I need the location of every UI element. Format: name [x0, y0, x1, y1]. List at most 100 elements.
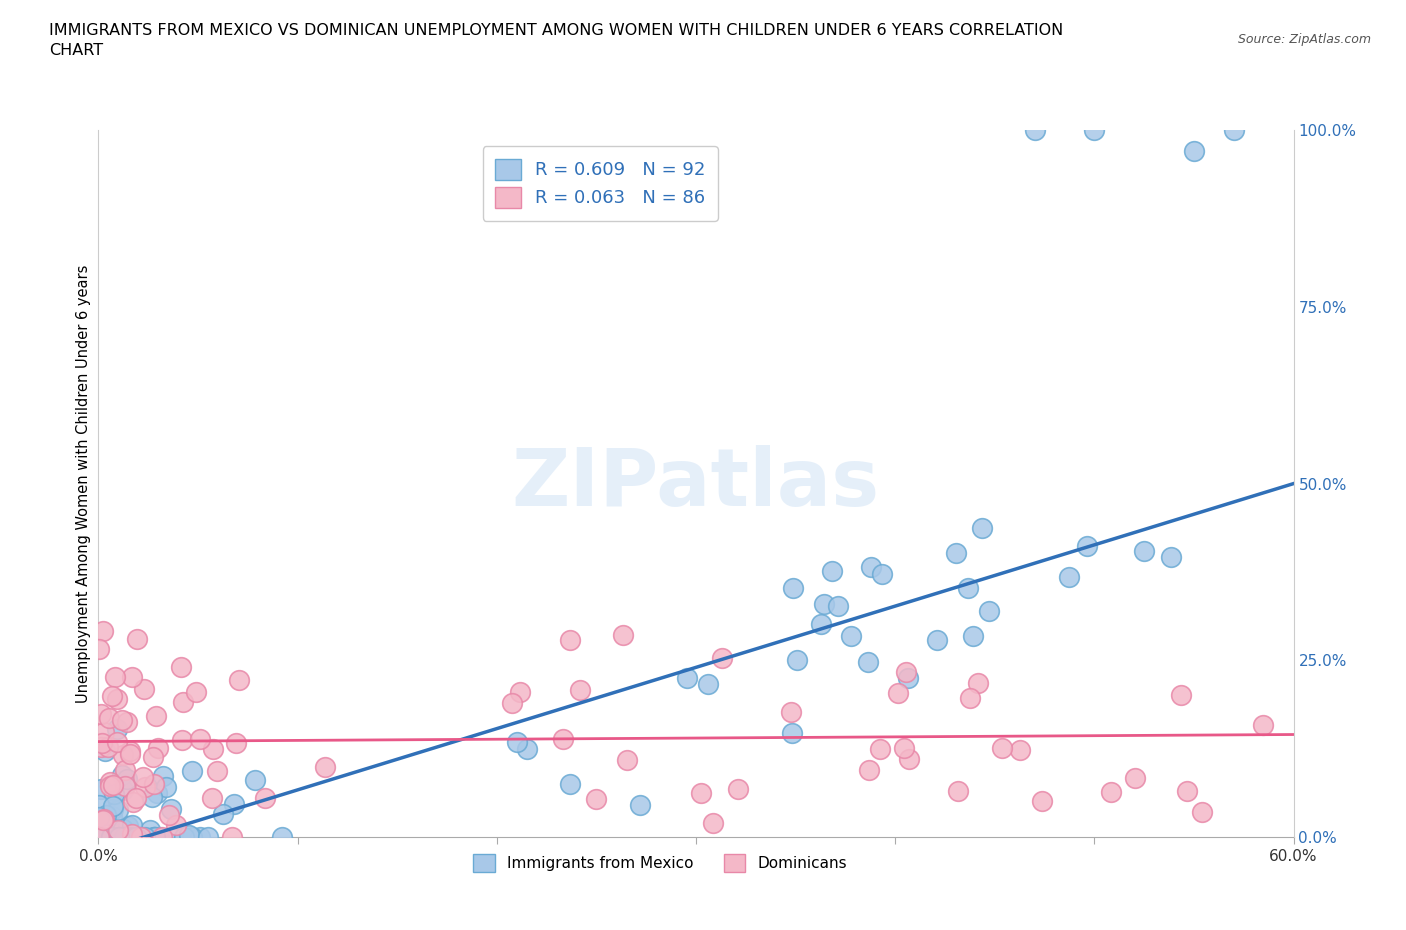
- Point: [105, 734, 128, 749]
- Point: [165, 817, 187, 832]
- Point: [125, 631, 148, 646]
- Point: [87, 641, 110, 656]
- Point: [134, 830, 156, 844]
- Point: [143, 830, 166, 844]
- Point: [111, 748, 134, 763]
- Point: [114, 778, 136, 793]
- Point: [172, 695, 194, 710]
- Point: [122, 830, 145, 844]
- Point: [180, 830, 202, 844]
- Point: [1182, 144, 1205, 159]
- Point: [1251, 717, 1274, 732]
- Point: [585, 791, 607, 806]
- Point: [107, 802, 129, 817]
- Point: [129, 830, 152, 844]
- Point: [111, 768, 134, 783]
- Point: [90, 736, 112, 751]
- Point: [115, 714, 138, 729]
- Point: [1191, 804, 1213, 819]
- Point: [966, 675, 988, 690]
- Point: [100, 830, 122, 844]
- Point: [1076, 538, 1098, 553]
- Point: [569, 683, 592, 698]
- Point: [134, 780, 156, 795]
- Point: [87, 810, 110, 825]
- Point: [114, 830, 136, 844]
- Point: [150, 830, 173, 844]
- Point: [516, 741, 538, 756]
- Point: [628, 797, 651, 812]
- Point: [956, 580, 979, 595]
- Point: [893, 740, 915, 755]
- Point: [103, 799, 125, 814]
- Point: [558, 632, 581, 647]
- Point: [243, 773, 266, 788]
- Point: [118, 744, 141, 759]
- Point: [96, 808, 118, 823]
- Point: [160, 830, 183, 844]
- Point: [945, 545, 967, 560]
- Point: [184, 684, 207, 699]
- Point: [145, 830, 167, 844]
- Point: [101, 808, 124, 823]
- Point: [786, 653, 808, 668]
- Point: [124, 830, 146, 844]
- Point: [170, 659, 193, 674]
- Point: [894, 664, 917, 679]
- Point: [114, 763, 136, 777]
- Point: [146, 786, 169, 801]
- Point: [197, 830, 219, 844]
- Point: [89, 830, 111, 844]
- Point: [173, 830, 195, 844]
- Point: [558, 777, 581, 791]
- Point: [98, 774, 121, 789]
- Point: [702, 816, 724, 830]
- Point: [91, 623, 114, 638]
- Point: [142, 751, 165, 765]
- Point: [107, 830, 129, 844]
- Point: [117, 818, 139, 833]
- Point: [977, 604, 1000, 618]
- Point: [117, 771, 139, 786]
- Point: [1133, 543, 1156, 558]
- Point: [146, 740, 169, 755]
- Point: [188, 732, 211, 747]
- Point: [201, 742, 224, 757]
- Point: [827, 598, 849, 613]
- Point: [98, 778, 121, 793]
- Point: [1008, 742, 1031, 757]
- Point: [314, 759, 336, 774]
- Point: [121, 670, 143, 684]
- Point: [616, 752, 638, 767]
- Point: [676, 671, 699, 686]
- Point: [89, 830, 111, 844]
- Point: [271, 830, 294, 844]
- Point: [898, 751, 921, 766]
- Point: [97, 711, 120, 725]
- Point: [112, 782, 135, 797]
- Point: [856, 655, 879, 670]
- Point: [1057, 569, 1080, 584]
- Y-axis label: Unemployment Among Women with Children Under 6 years: Unemployment Among Women with Children U…: [76, 264, 91, 703]
- Point: [170, 733, 193, 748]
- Point: [1170, 687, 1192, 702]
- Point: [93, 830, 115, 844]
- Point: [887, 685, 910, 700]
- Point: [104, 670, 127, 684]
- Point: [1099, 785, 1122, 800]
- Point: [212, 807, 235, 822]
- Point: [841, 629, 863, 644]
- Point: [120, 747, 142, 762]
- Point: [553, 732, 575, 747]
- Point: [870, 566, 893, 581]
- Point: [91, 813, 114, 828]
- Point: [505, 735, 527, 750]
- Point: [90, 830, 112, 844]
- Point: [97, 830, 120, 844]
- Point: [101, 688, 124, 703]
- Point: [115, 830, 138, 844]
- Point: [228, 672, 250, 687]
- Point: [711, 651, 734, 666]
- Point: [501, 696, 523, 711]
- Point: [1223, 123, 1246, 138]
